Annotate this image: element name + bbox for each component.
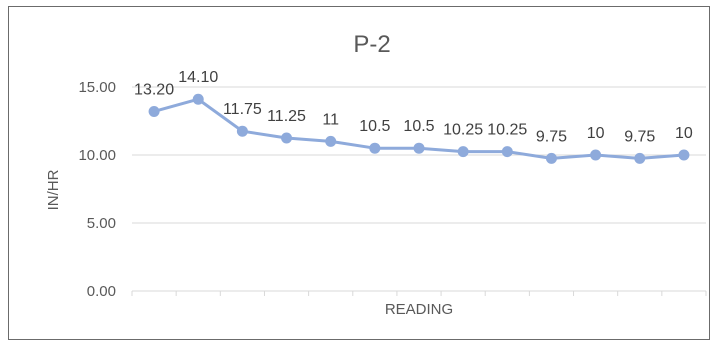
data-label: 11.25 bbox=[267, 108, 306, 125]
data-point bbox=[148, 105, 160, 117]
data-point bbox=[236, 125, 248, 137]
data-label: 10 bbox=[675, 125, 693, 142]
chart-title: P-2 bbox=[353, 31, 390, 58]
y-tick-label: 15.00 bbox=[78, 79, 116, 96]
data-point bbox=[678, 149, 690, 161]
data-label: 10.25 bbox=[443, 122, 483, 139]
y-tick-label: 0.00 bbox=[87, 283, 116, 300]
data-point bbox=[634, 152, 646, 164]
data-point bbox=[325, 135, 337, 147]
data-point bbox=[281, 132, 293, 144]
data-point bbox=[369, 142, 381, 154]
data-label: 10.5 bbox=[359, 118, 390, 135]
data-point bbox=[192, 93, 204, 105]
chart-frame bbox=[8, 6, 710, 340]
data-label: 11.75 bbox=[223, 101, 262, 118]
data-label: 10.25 bbox=[487, 122, 527, 139]
data-point bbox=[590, 149, 602, 161]
data-label: 9.75 bbox=[536, 128, 567, 145]
data-point bbox=[457, 146, 469, 158]
series-group bbox=[148, 93, 690, 164]
data-point bbox=[545, 152, 557, 164]
y-axis-title: IN/HR bbox=[45, 169, 62, 210]
x-axis-ticks bbox=[131, 291, 707, 296]
x-axis-title: READING bbox=[385, 301, 453, 318]
y-tick-label: 5.00 bbox=[87, 215, 116, 232]
y-axis-ticks: 0.00 5.00 10.00 15.00 bbox=[78, 79, 116, 300]
y-tick-label: 10.00 bbox=[78, 147, 116, 164]
data-label: 10 bbox=[587, 125, 605, 142]
data-label: 9.75 bbox=[624, 128, 655, 145]
data-label: 14.10 bbox=[178, 69, 218, 86]
data-point bbox=[501, 146, 513, 158]
data-point bbox=[413, 142, 425, 154]
data-label: 11 bbox=[322, 111, 339, 128]
data-label: 10.5 bbox=[403, 118, 434, 135]
data-label: 13.20 bbox=[134, 81, 174, 98]
